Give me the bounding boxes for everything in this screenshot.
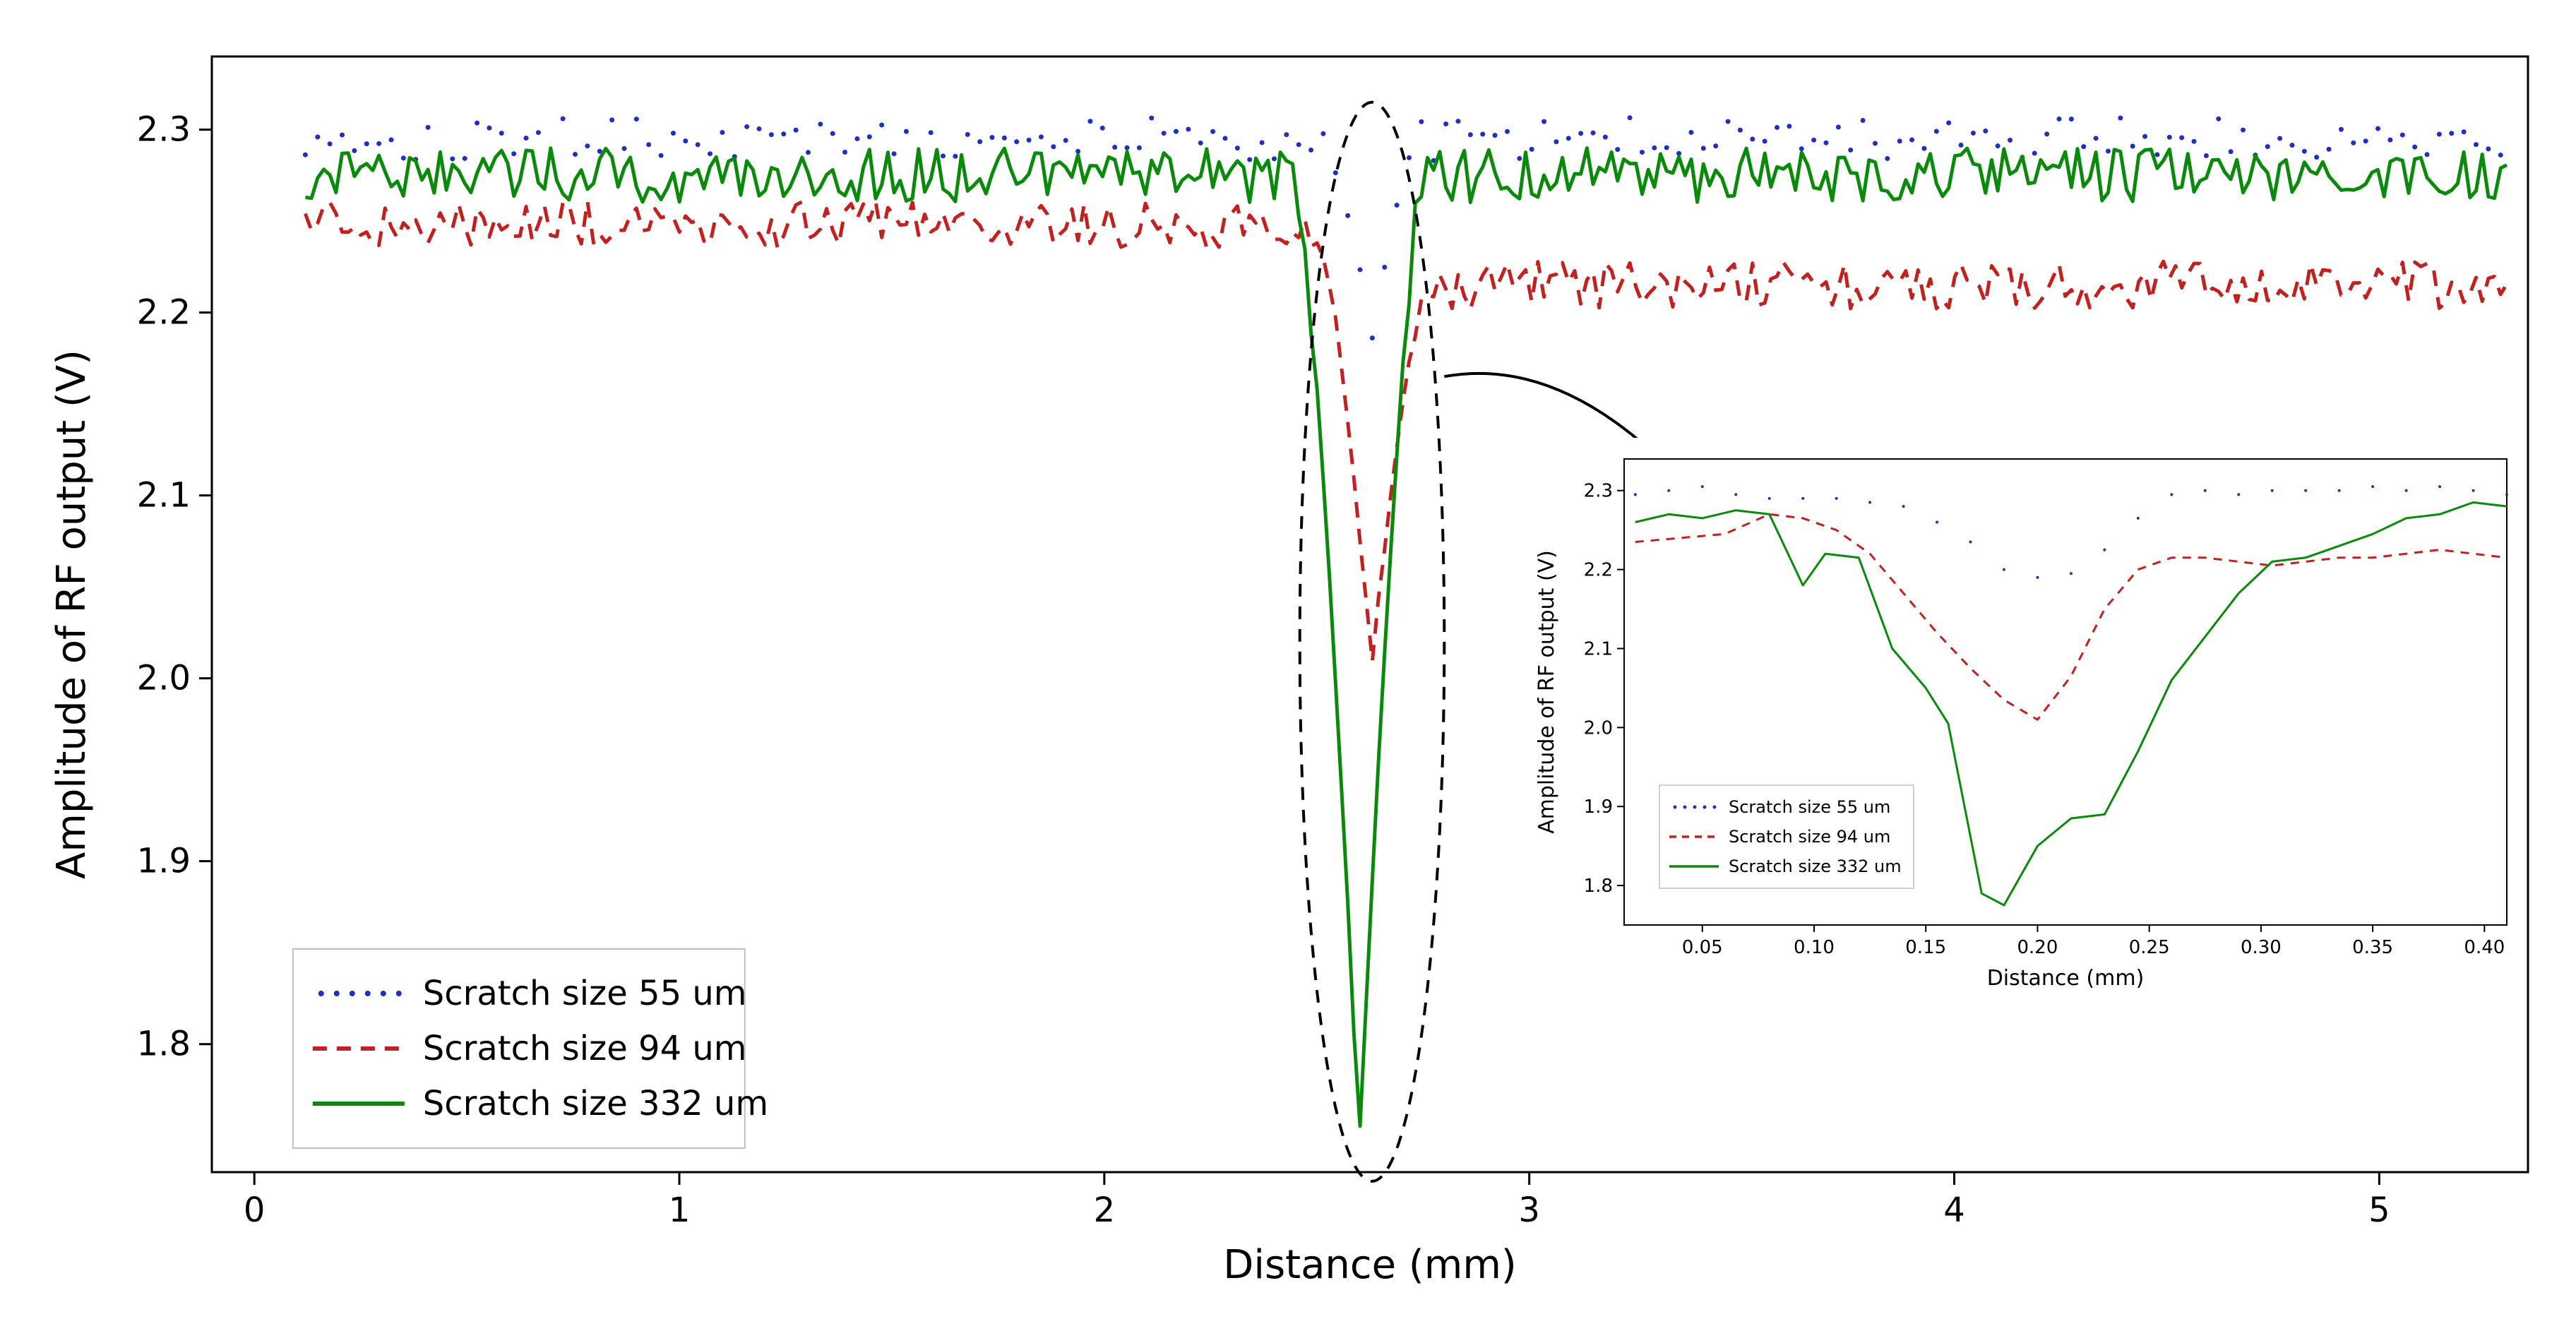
series-dotted — [303, 115, 2503, 340]
inset-x-tick: 0.30 — [2241, 937, 2282, 958]
inset-x-tick: 0.35 — [2352, 937, 2393, 958]
inset-backing — [1511, 438, 2521, 1003]
legend-item-label: Scratch size 55 um — [423, 974, 747, 1013]
inset-x-tick: 0.25 — [2129, 937, 2170, 958]
x-tick-label: 5 — [2368, 1190, 2390, 1230]
inset-y-tick: 1.8 — [1584, 876, 1613, 897]
legend-item-label: Scratch size 94 um — [423, 1029, 747, 1068]
x-tick-label: 3 — [1518, 1190, 1540, 1230]
legend-item-label: Scratch size 332 um — [423, 1084, 768, 1123]
y-tick-label: 2.0 — [137, 659, 191, 698]
inset-x-tick: 0.40 — [2464, 937, 2505, 958]
inset-y-tick: 2.1 — [1584, 638, 1613, 660]
figure-svg: 0 1 2 3 4 5 1.8 1.9 2.0 2.1 2.2 2.3 Distance (mm) Amp… — [0, 0, 2576, 1319]
inset-legend-item-label: Scratch size 55 um — [1729, 797, 1890, 817]
x-axis-label: Distance (mm) — [1223, 1242, 1516, 1288]
y-tick-label: 2.1 — [137, 476, 191, 515]
inset-y-tick: 2.0 — [1584, 717, 1613, 739]
y-tick-label: 1.9 — [137, 842, 191, 881]
y-axis-label: Amplitude of RF output (V) — [49, 350, 95, 879]
inset-x-tick: 0.05 — [1682, 937, 1723, 958]
inset-y-tick: 2.2 — [1584, 560, 1613, 581]
inset-legend-item-label: Scratch size 332 um — [1729, 857, 1902, 876]
y-tick-label: 1.8 — [137, 1025, 191, 1064]
inset-x-tick: 0.20 — [2017, 937, 2058, 958]
y-tick-label: 2.2 — [137, 293, 191, 333]
x-tick-label: 2 — [1094, 1190, 1116, 1230]
y-tick-label: 2.3 — [137, 110, 191, 150]
inset-y-tick: 1.9 — [1584, 796, 1613, 818]
x-tick-label: 0 — [244, 1190, 266, 1230]
inset-y-axis-label: Amplitude of RF output (V) — [1534, 550, 1559, 834]
inset-x-tick: 0.10 — [1794, 937, 1835, 958]
inset-x-axis-label: Distance (mm) — [1987, 966, 2145, 991]
x-tick-label: 4 — [1943, 1190, 1965, 1230]
inset-x-tick: 0.15 — [1905, 937, 1946, 958]
inset-y-tick: 2.3 — [1584, 481, 1613, 502]
inset-legend-item-label: Scratch size 94 um — [1729, 827, 1890, 847]
x-tick-label: 1 — [669, 1190, 691, 1230]
